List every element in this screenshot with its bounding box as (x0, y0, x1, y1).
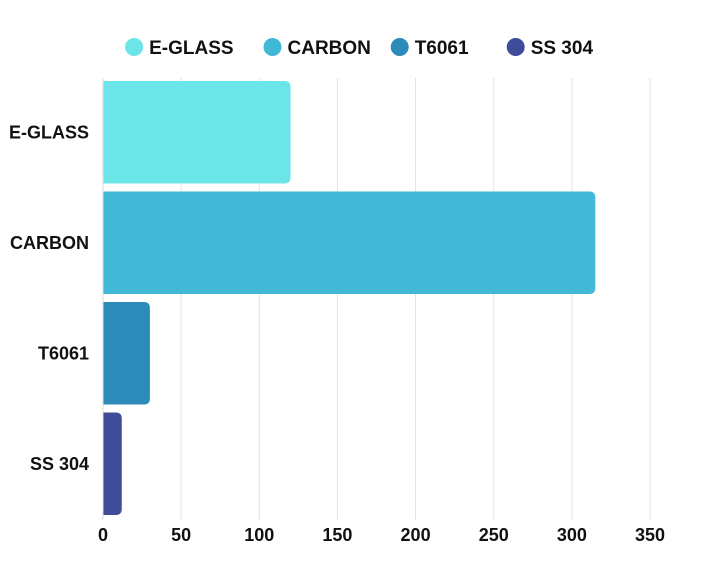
category-label: CARBON (10, 233, 89, 253)
legend-label: SS 304 (531, 38, 594, 59)
legend-marker-icon (390, 38, 409, 56)
legend-label: E-GLASS (149, 38, 233, 59)
x-tick-label: 250 (479, 525, 509, 545)
legend-item-t6061[interactable]: T6061 (390, 38, 469, 59)
legend-item-e-glass[interactable]: E-GLASS (125, 38, 234, 59)
axes: E-GLASS CARBON T6061 SS 304 0 50 100 150 200 250 3… (9, 78, 665, 545)
legend-item-carbon[interactable]: CARBON (263, 38, 371, 59)
x-tick-label: 50 (171, 525, 191, 545)
category-label: T6061 (38, 343, 89, 363)
bar-carbon[interactable] (103, 191, 596, 295)
x-tick-label: 350 (635, 525, 665, 545)
category-label: SS 304 (30, 454, 89, 474)
legend-marker-icon (506, 38, 525, 56)
legend[interactable]: E-GLASS CARBON T6061 SS 304 (125, 38, 593, 59)
bars (103, 81, 596, 516)
x-tick-label: 200 (401, 525, 431, 545)
x-tick-label: 100 (244, 525, 274, 545)
legend-marker-icon (125, 38, 144, 56)
category-label: E-GLASS (9, 122, 89, 142)
legend-label: T6061 (415, 38, 469, 59)
bar-t6061[interactable] (103, 302, 150, 405)
bar-e-glass[interactable] (103, 81, 291, 184)
legend-label: CARBON (288, 38, 371, 59)
bar-ss-304[interactable] (103, 412, 122, 516)
legend-item-ss-304[interactable]: SS 304 (506, 38, 594, 59)
x-tick-label: 300 (557, 525, 587, 545)
x-tick-label: 150 (322, 525, 352, 545)
x-tick-label: 0 (98, 525, 108, 545)
legend-marker-icon (263, 38, 282, 56)
